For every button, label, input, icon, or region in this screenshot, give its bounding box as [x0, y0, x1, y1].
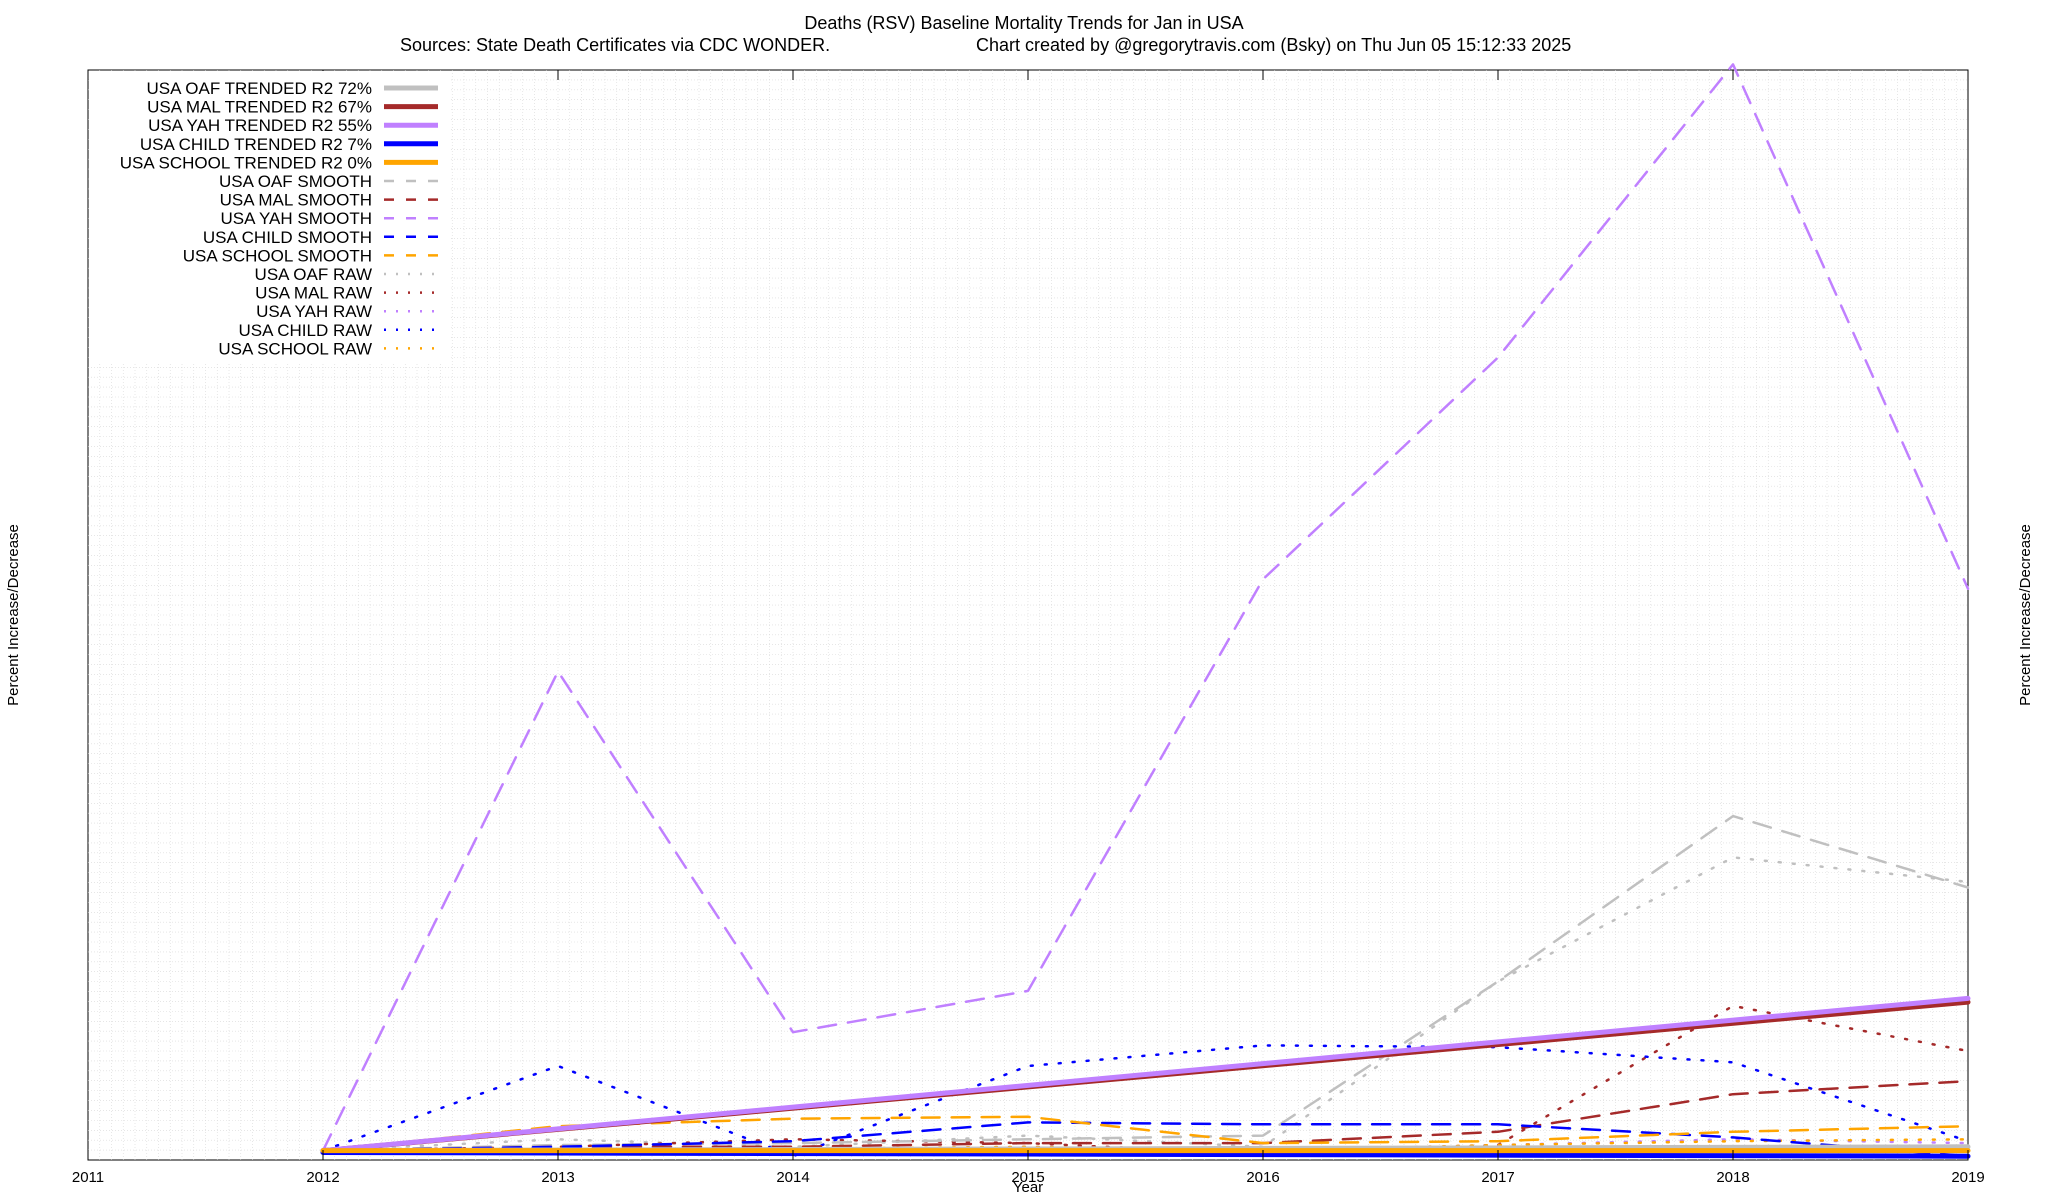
series-line: [320, 1150, 1971, 1159]
legend-entry-label: USA MAL RAW: [255, 284, 372, 303]
legend-entry-label: USA CHILD SMOOTH: [203, 228, 372, 247]
legend: USA OAF TRENDED R2 72%USA MAL TRENDED R2…: [89, 71, 449, 363]
x-tick-label: 2015: [1011, 1169, 1044, 1186]
series-line: [321, 1121, 1970, 1158]
series-line: [321, 63, 1970, 1152]
grid-lines: [88, 70, 1968, 1160]
x-tick-label: 2019: [1951, 1169, 1984, 1186]
legend-entry-label: USA OAF RAW: [255, 265, 372, 284]
legend-entry-label: USA OAF SMOOTH: [219, 172, 372, 191]
x-tick-label: 2013: [541, 1169, 574, 1186]
y-axis-label-right: Percent Increase/Decrease: [2017, 524, 2034, 706]
x-tick-label: 2018: [1716, 1169, 1749, 1186]
legend-entry-label: USA YAH SMOOTH: [221, 209, 372, 228]
x-axis-label: Year: [1013, 1179, 1043, 1196]
legend-entry-label: USA MAL SMOOTH: [220, 191, 372, 210]
x-tick-label: 2017: [1481, 1169, 1514, 1186]
legend-entry-label: USA YAH RAW: [256, 302, 372, 321]
legend-entry-label: USA CHILD RAW: [238, 321, 372, 340]
series-line: [320, 995, 1971, 1154]
series-line: [321, 1138, 1970, 1156]
x-axis: 2011 2012 2013 2014 2015 2016 2017 2018 2019: [72, 70, 1985, 1186]
legend-entry-label: USA YAH TRENDED R2 55%: [148, 116, 372, 135]
legend-entry-label: USA SCHOOL RAW: [218, 339, 372, 358]
legend-entry-label: USA SCHOOL TRENDED R2 0%: [120, 153, 372, 172]
legend-entry-label: USA OAF TRENDED R2 72%: [147, 79, 372, 98]
legend-entry-label: USA CHILD TRENDED R2 7%: [140, 135, 372, 154]
x-tick-label: 2012: [306, 1169, 339, 1186]
legend-entry-label: USA SCHOOL SMOOTH: [183, 246, 372, 265]
legend-entry-label: USA MAL TRENDED R2 67%: [147, 98, 372, 117]
x-tick-label: 2011: [72, 1169, 104, 1186]
x-tick-label: 2016: [1246, 1169, 1279, 1186]
series-line: [321, 1044, 1970, 1158]
series-line: [321, 1138, 1970, 1154]
chart-title: Deaths (RSV) Baseline Mortality Trends f…: [804, 13, 1244, 33]
x-tick-label: 2014: [776, 1169, 809, 1186]
y-axis-label-left: Percent Increase/Decrease: [5, 524, 22, 706]
series-layer: [320, 63, 1971, 1159]
chart-sources: Sources: State Death Certificates via CD…: [400, 35, 831, 55]
chart-credit: Chart created by @gregorytravis.com (Bsk…: [976, 35, 1572, 55]
